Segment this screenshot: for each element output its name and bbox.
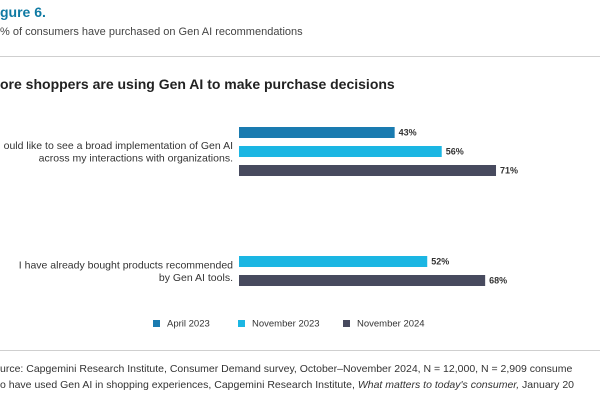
value-label-broad-implementation-november-2024: 71% xyxy=(500,166,518,176)
bar-broad-implementation-april-2023 xyxy=(239,127,395,138)
category-label-already-bought-line-1: I have already bought products recommend… xyxy=(19,259,233,271)
source-note-line-2: o have used Gen AI in shopping experienc… xyxy=(0,379,574,391)
legend-label-april-2023: April 2023 xyxy=(167,319,210,330)
legend-swatch-april-2023 xyxy=(153,320,160,327)
source-note-prefix: o have used Gen AI in shopping experienc… xyxy=(0,379,358,391)
value-label-broad-implementation-november-2023: 56% xyxy=(446,147,464,157)
category-label-broad-implementation-line-1: ould like to see a broad implementation … xyxy=(4,140,233,152)
bottom-divider xyxy=(0,350,600,351)
legend-label-november-2024: November 2024 xyxy=(357,319,425,330)
value-label-already-bought-november-2024: 68% xyxy=(489,276,507,286)
value-label-already-bought-november-2023: 52% xyxy=(431,257,449,267)
category-label-already-bought-line-2: by Gen AI tools. xyxy=(159,272,233,284)
bar-already-bought-november-2023 xyxy=(239,256,428,267)
source-note-suffix: January 20 xyxy=(519,379,575,391)
value-label-broad-implementation-april-2023: 43% xyxy=(399,128,417,138)
source-note-line-1: urce: Capgemini Research Institute, Cons… xyxy=(0,363,573,375)
category-label-broad-implementation-line-2: across my interactions with organization… xyxy=(39,152,233,164)
legend-swatch-november-2024 xyxy=(343,320,350,327)
bar-broad-implementation-november-2023 xyxy=(239,146,442,157)
source-note-report-title: What matters to today's consumer, xyxy=(357,379,520,391)
bar-broad-implementation-november-2024 xyxy=(239,165,497,176)
figure-subtitle: % of consumers have purchased on Gen AI … xyxy=(0,26,303,38)
top-divider xyxy=(0,56,600,57)
legend-label-november-2023: November 2023 xyxy=(252,319,320,330)
bar-already-bought-november-2024 xyxy=(239,275,486,286)
figure-label: gure 6. xyxy=(0,4,46,20)
legend-swatch-november-2023 xyxy=(238,320,245,327)
chart-title: ore shoppers are using Gen AI to make pu… xyxy=(0,76,395,92)
